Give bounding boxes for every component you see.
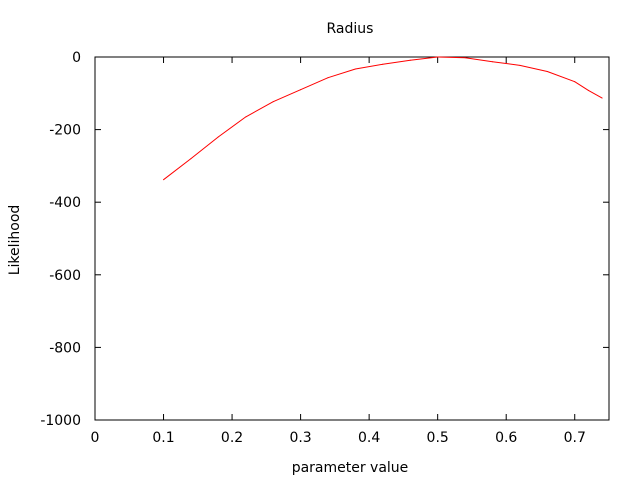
series-segment (300, 77, 329, 91)
series-segment (245, 101, 274, 118)
y-tick-label: 0 (72, 50, 81, 66)
y-tick-label: -1000 (40, 413, 81, 429)
series-segment (382, 59, 411, 65)
x-tick-label: 0.1 (152, 430, 174, 446)
series-segment (574, 81, 589, 91)
y-tick-label: -800 (49, 340, 81, 356)
series-segment (546, 71, 576, 83)
series-segment (190, 136, 219, 160)
series-segment (163, 158, 192, 181)
chart-title: Radius (327, 21, 374, 37)
y-tick-label: -400 (49, 195, 81, 211)
series-segment (519, 64, 548, 73)
x-tick-label: 0.7 (564, 430, 586, 446)
series-segment (354, 63, 384, 70)
series-segment (217, 116, 247, 138)
x-tick-label: 0.4 (358, 430, 380, 446)
series-segment (491, 61, 521, 66)
series-segment (437, 56, 466, 59)
series-segment (587, 89, 603, 99)
y-axis-label: Likelihood (7, 205, 23, 276)
series-0 (163, 56, 603, 181)
series-segment (327, 68, 356, 79)
x-tick-label: 0.3 (289, 430, 311, 446)
series-layer (163, 56, 603, 181)
y-tick-label: -600 (49, 268, 81, 284)
x-tick-label: 0.6 (495, 430, 517, 446)
x-axis-label: parameter value (292, 460, 409, 476)
series-segment (464, 57, 493, 63)
plot-frame (94, 56, 610, 421)
y-tick-label: -200 (49, 123, 81, 139)
series-segment (409, 56, 439, 61)
x-tick-label: 0.2 (221, 430, 243, 446)
x-tick-label: 0.5 (427, 430, 449, 446)
series-segment (272, 89, 302, 103)
axis-ticks (95, 56, 609, 421)
x-tick-label: 0 (91, 430, 100, 446)
axis-tick-labels: 0 0.1 0.2 0.3 0.4 0.5 0.6 0.7 0 -200 -400 -600 -800 -… (40, 50, 586, 446)
